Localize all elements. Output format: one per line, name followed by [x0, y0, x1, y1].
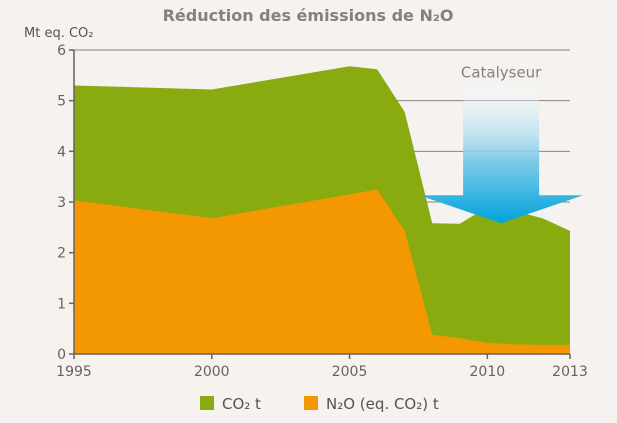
y-tick-label: 2 [57, 246, 66, 262]
area-series-n2o [74, 189, 570, 354]
x-ticks: 1995 2000 2005 2010 2013 [56, 354, 588, 380]
chart-title: Réduction des émissions de N₂O [163, 6, 454, 25]
y-tick-label: 6 [57, 43, 66, 59]
x-tick-label: 2005 [332, 364, 368, 380]
legend-label: N₂O (eq. CO₂) t [326, 395, 439, 413]
series-areas [74, 66, 570, 355]
y-ticks: 0 1 2 3 4 5 6 [57, 43, 74, 363]
y-tick-label: 0 [57, 347, 66, 363]
legend: CO₂ t N₂O (eq. CO₂) t [200, 395, 439, 413]
catalyst-label: Catalyseur [461, 63, 542, 81]
x-tick-label: 2010 [470, 364, 506, 380]
x-tick-label: 2000 [194, 364, 230, 380]
catalyst-arrow [419, 85, 584, 224]
legend-swatch [200, 396, 214, 410]
legend-label: CO₂ t [222, 395, 261, 413]
y-tick-label: 4 [57, 144, 66, 160]
y-tick-label: 3 [57, 195, 66, 211]
x-tick-label: 2013 [552, 364, 588, 380]
catalyst-annotation: Catalyseur [419, 63, 584, 224]
y-tick-label: 5 [57, 94, 66, 110]
y-tick-label: 1 [57, 296, 66, 312]
legend-swatch [304, 396, 318, 410]
x-tick-label: 1995 [56, 364, 92, 380]
y-axis-label: Mt eq. CO₂ [24, 26, 93, 41]
